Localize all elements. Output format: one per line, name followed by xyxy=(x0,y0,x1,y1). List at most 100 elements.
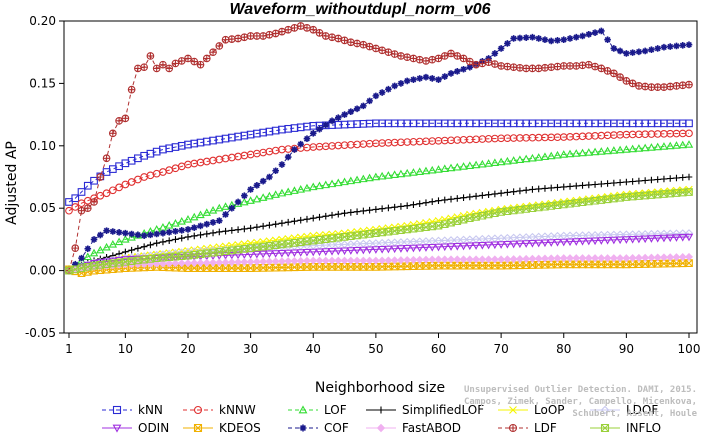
marker-asterisk xyxy=(391,82,398,90)
marker-triangle-down xyxy=(684,233,694,242)
marker-circle-plus xyxy=(447,49,455,58)
marker-asterisk xyxy=(497,45,505,52)
watermark-line-2: Campos, Zimek, Sander, Campello, Micenko… xyxy=(464,397,697,419)
marker-diamond xyxy=(616,230,625,239)
marker-box-x xyxy=(422,223,430,232)
marker-diamond xyxy=(591,254,600,263)
marker-asterisk xyxy=(504,40,511,47)
marker-square xyxy=(77,188,86,196)
marker-plus xyxy=(353,208,361,215)
marker-diamond xyxy=(684,252,694,261)
marker-triangle-down xyxy=(515,240,525,249)
marker-diamond xyxy=(647,253,656,262)
marker-circle-plus xyxy=(528,64,537,73)
marker-plus xyxy=(673,174,680,182)
marker-box-x xyxy=(509,206,518,215)
marker-box-x xyxy=(409,224,418,233)
marker-plus xyxy=(616,179,624,186)
marker-circle xyxy=(121,180,130,189)
marker-box-x xyxy=(597,196,606,204)
marker-asterisk xyxy=(522,34,530,41)
marker-plus xyxy=(598,180,605,188)
marker-asterisk xyxy=(641,47,649,55)
marker-asterisk xyxy=(299,424,307,432)
marker-square xyxy=(140,151,149,160)
marker-diamond xyxy=(490,255,499,264)
marker-plus xyxy=(184,233,192,241)
marker-diamond xyxy=(334,256,343,265)
marker-diamond xyxy=(409,255,418,264)
marker-plus xyxy=(272,220,279,228)
marker-diamond xyxy=(653,229,662,238)
marker-box-x xyxy=(284,239,293,248)
marker-triangle-down xyxy=(427,243,437,252)
marker-diamond xyxy=(428,255,437,264)
marker-circle-plus xyxy=(478,59,487,68)
marker-diamond xyxy=(641,229,650,239)
marker-triangle xyxy=(640,143,650,152)
marker-triangle xyxy=(283,187,293,196)
legend-label: SimplifiedLOF xyxy=(402,403,484,417)
marker-asterisk xyxy=(84,245,92,253)
marker-triangle-down xyxy=(578,237,587,246)
marker-box-x xyxy=(259,242,267,251)
marker-box-x xyxy=(616,193,624,202)
marker-triangle-down xyxy=(434,243,443,252)
marker-triangle xyxy=(453,162,462,171)
marker-plus xyxy=(322,212,330,220)
marker-box-x xyxy=(202,249,211,258)
marker-diamond xyxy=(616,254,625,263)
marker-triangle-down xyxy=(327,247,337,256)
marker-plus xyxy=(197,231,204,239)
marker-circle-plus xyxy=(647,83,656,91)
marker-circle-plus xyxy=(508,423,518,433)
marker-square xyxy=(71,194,80,203)
marker-diamond xyxy=(271,257,280,266)
marker-diamond xyxy=(215,258,224,267)
marker-triangle xyxy=(258,193,268,201)
marker-plus xyxy=(660,175,668,183)
marker-plus xyxy=(247,224,254,232)
marker-triangle-down xyxy=(622,236,631,244)
marker-diamond xyxy=(628,230,637,239)
marker-triangle xyxy=(215,203,224,212)
marker-diamond xyxy=(221,258,230,267)
marker-diamond xyxy=(578,254,587,263)
marker-triangle xyxy=(298,405,308,414)
marker-triangle-down xyxy=(365,246,374,255)
marker-diamond xyxy=(152,259,161,268)
marker-box-x xyxy=(522,205,531,213)
marker-triangle-down xyxy=(334,247,343,256)
marker-box-x xyxy=(478,211,487,220)
marker-asterisk xyxy=(466,63,474,71)
marker-diamond xyxy=(672,253,681,262)
marker-circle-plus xyxy=(403,53,412,61)
marker-circle-plus xyxy=(609,69,618,78)
marker-box-x xyxy=(397,226,405,235)
marker-circle-plus xyxy=(522,64,531,73)
marker-triangle-down xyxy=(409,244,418,253)
marker-diamond xyxy=(415,255,424,264)
marker-asterisk xyxy=(234,198,242,206)
marker-plus xyxy=(666,175,674,182)
marker-circle-plus xyxy=(340,36,349,45)
marker-plus xyxy=(309,214,317,222)
marker-plus xyxy=(190,232,198,240)
legend-item-kdeos: KDEOS xyxy=(183,421,261,434)
marker-plus xyxy=(378,205,386,212)
marker-circle-plus xyxy=(315,29,324,37)
marker-plus xyxy=(128,246,135,254)
marker-circle-plus xyxy=(296,22,305,30)
marker-circle xyxy=(146,171,155,180)
marker-triangle xyxy=(478,159,487,168)
marker-circle-plus xyxy=(196,60,205,69)
series-layer xyxy=(64,22,694,277)
marker-plus xyxy=(522,186,530,194)
marker-plus xyxy=(679,174,687,181)
marker-triangle-down xyxy=(453,242,462,251)
marker-square xyxy=(115,162,123,171)
marker-box-x xyxy=(378,228,386,237)
marker-plus xyxy=(579,182,586,189)
marker-diamond xyxy=(171,259,180,268)
marker-asterisk xyxy=(660,43,668,51)
